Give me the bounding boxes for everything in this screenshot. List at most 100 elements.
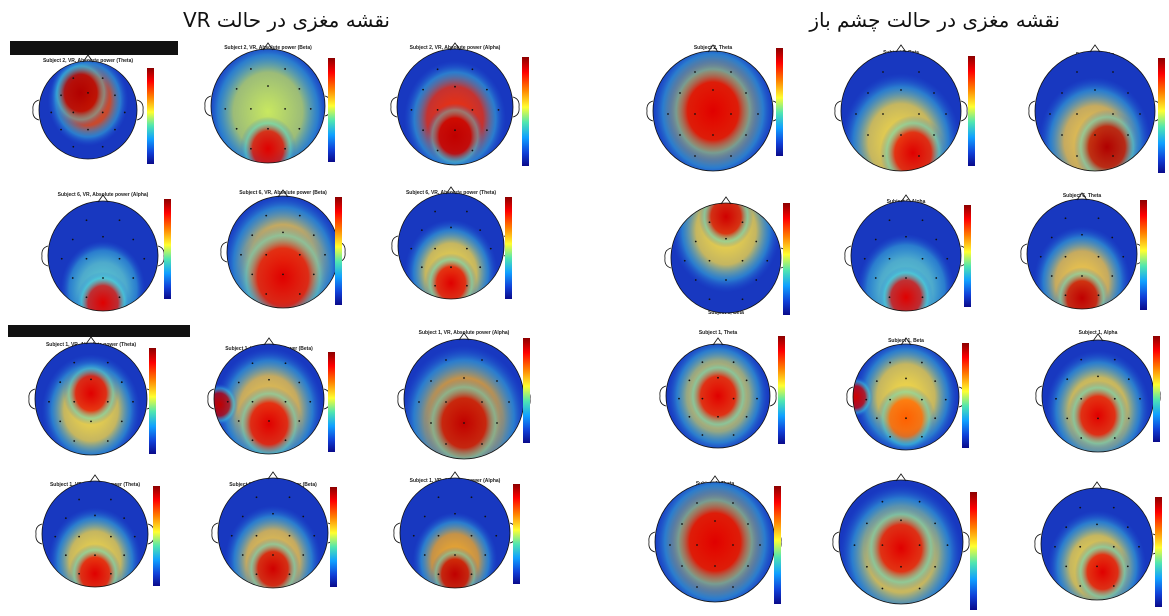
- colorbar: [962, 343, 969, 448]
- nose-icon: [458, 332, 470, 341]
- electrode-dot: [717, 376, 719, 379]
- head-outline: [397, 192, 505, 300]
- topomap-head: [28, 336, 154, 456]
- topomap-head: [846, 337, 966, 451]
- electrode-dot: [747, 565, 749, 567]
- electrode-dot: [730, 155, 732, 157]
- electrode-dot: [918, 544, 921, 546]
- electrode-dot: [241, 554, 244, 556]
- electrode-dot: [712, 89, 714, 91]
- electrode-dot: [470, 573, 473, 576]
- activation-blob: [880, 115, 946, 171]
- electrode-dot: [60, 128, 62, 131]
- electrode-dot: [486, 129, 488, 132]
- electrode-dot: [1112, 585, 1115, 587]
- electrode-dot: [1061, 92, 1063, 94]
- electrode-dot: [454, 129, 456, 132]
- ear-icon: [204, 95, 212, 117]
- electrode-dot: [921, 361, 923, 364]
- electrode-dot: [288, 534, 291, 537]
- electrode-dot: [284, 362, 287, 365]
- electrode-dot: [94, 514, 96, 517]
- electrode-dot: [1112, 71, 1114, 73]
- electrode-dot: [694, 279, 697, 281]
- electrode-dot: [741, 221, 744, 224]
- electrode-dot: [881, 544, 884, 546]
- electrode-dot: [933, 134, 935, 136]
- ear-icon: [1020, 243, 1028, 265]
- electrode-dot: [1050, 236, 1053, 239]
- electrode-dot: [436, 68, 439, 71]
- electrode-dot: [470, 496, 473, 499]
- activation-blob: [666, 58, 760, 164]
- colorbar: [1158, 58, 1165, 173]
- electrode-dot: [484, 515, 487, 518]
- nose-icon: [263, 337, 275, 346]
- colorbar: [778, 336, 785, 444]
- electrode-dot: [85, 296, 88, 299]
- electrode-dot: [230, 534, 233, 537]
- electrode-dot: [732, 397, 735, 400]
- colorbar: [964, 205, 971, 307]
- ear-icon: [512, 96, 520, 118]
- electrode-dot: [251, 362, 254, 365]
- electrode-dot: [132, 277, 135, 279]
- electrode-dot: [132, 400, 134, 403]
- head-outline: [1034, 50, 1156, 172]
- electrode-dot: [267, 85, 269, 87]
- electrode-dot: [118, 296, 121, 299]
- electrode-dot: [235, 127, 238, 130]
- activation-blob: [239, 116, 297, 163]
- electrode-dot: [714, 565, 716, 567]
- ear-icon: [393, 522, 401, 544]
- nose-icon: [895, 473, 907, 482]
- ear-icon: [211, 522, 219, 544]
- nose-icon: [82, 54, 94, 63]
- electrode-dot: [741, 298, 744, 301]
- electrode-dot: [1097, 255, 1100, 258]
- electrode-dot: [78, 498, 80, 501]
- electrode-dot: [730, 71, 732, 73]
- redaction-bar: [8, 325, 190, 337]
- nose-icon: [1089, 44, 1101, 53]
- electrode-dot: [755, 240, 758, 243]
- electrode-dot: [1112, 113, 1114, 115]
- electrode-dot: [268, 378, 270, 381]
- electrode-dot: [60, 94, 62, 97]
- topomap-title: Subject 2, VR, Absolute power (Beta): [224, 45, 312, 51]
- electrode-dot: [302, 554, 305, 556]
- electrode-dot: [250, 107, 252, 110]
- colorbar: [774, 486, 781, 604]
- electrode-dot: [241, 515, 244, 518]
- electrode-dot: [436, 109, 439, 111]
- electrode-dot: [694, 240, 697, 243]
- electrode-dot: [918, 500, 921, 503]
- electrode-dot: [946, 257, 949, 260]
- electrode-dot: [1139, 397, 1141, 400]
- head-outline: [213, 343, 325, 455]
- electrode-dot: [508, 401, 510, 403]
- head-outline: [399, 477, 511, 589]
- electrode-dot: [725, 279, 727, 281]
- head-outline: [670, 202, 782, 314]
- electrode-dot: [1097, 294, 1100, 297]
- electrode-dot: [85, 219, 88, 222]
- electrode-dot: [708, 259, 711, 262]
- colorbar: [513, 484, 520, 584]
- electrode-dot: [866, 522, 868, 525]
- nose-icon: [1091, 481, 1103, 490]
- electrode-dot: [1061, 134, 1063, 136]
- nose-icon: [900, 337, 912, 346]
- electrode-dot: [1065, 526, 1068, 529]
- electrode-dot: [1066, 417, 1069, 420]
- electrode-dot: [714, 520, 716, 522]
- electrode-dot: [495, 534, 498, 537]
- electrode-dot: [1097, 375, 1099, 378]
- ear-icon: [41, 245, 49, 267]
- electrode-dot: [94, 554, 96, 557]
- head-outline: [838, 479, 964, 605]
- electrode-dot: [732, 434, 735, 436]
- electrode-dot: [1065, 565, 1068, 568]
- electrode-dot: [118, 257, 121, 260]
- electrode-dot: [284, 400, 287, 403]
